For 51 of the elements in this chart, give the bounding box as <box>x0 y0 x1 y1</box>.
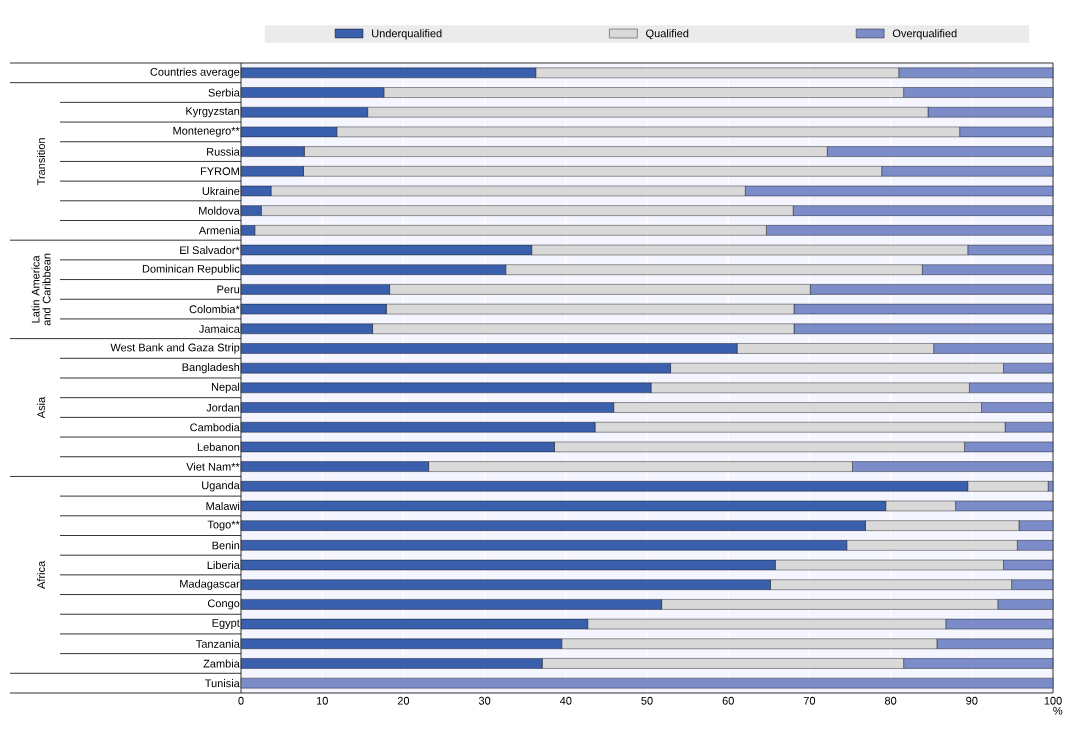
text: Asia <box>36 396 46 419</box>
y-tick-label: Uganda <box>202 481 240 492</box>
x-tick-label: 30 <box>478 696 491 705</box>
y-tick-label: Malawi <box>206 501 240 510</box>
y-tick-label: Togo** <box>207 520 240 531</box>
y-tick-label: Jordan <box>206 403 240 412</box>
y-tick-label: FYROM <box>200 167 239 176</box>
text: Africa <box>36 560 46 589</box>
x-tick-label: 90 <box>966 696 978 705</box>
legend-label: Qualified <box>646 29 689 40</box>
y-tick-label: Montenegro** <box>173 126 240 137</box>
y-tick-label: Tunisia <box>205 679 240 688</box>
y-tick-label: Kyrgyzstan <box>186 107 240 118</box>
y-tick-label: Egypt <box>212 619 240 630</box>
x-tick-label: 60 <box>722 696 734 705</box>
x-tick-label: 70 <box>803 696 816 705</box>
y-tick-label: Peru <box>217 285 240 294</box>
y-tick-label: Madagascar <box>180 579 240 590</box>
x-tick-label: 20 <box>397 696 410 705</box>
y-tick-label: El Salvador* <box>180 245 240 255</box>
y-tick-label: Lebanon <box>197 442 240 451</box>
y-tick-label: West Bank and Gaza Strip <box>110 343 240 354</box>
legend-label: Underqualified <box>372 29 442 40</box>
x-tick-label: 100 <box>1044 696 1062 705</box>
y-tick-label: Russia <box>207 147 240 156</box>
y-tick-label: Colombia* <box>189 305 240 314</box>
y-tick-label: Liberia <box>207 560 240 570</box>
y-tick-label: Armenia <box>198 226 240 235</box>
x-tick-label: 0 <box>238 696 244 705</box>
x-tick-label: 40 <box>559 696 572 705</box>
y-tick-label: Viet Nam** <box>186 462 240 471</box>
y-tick-label: Dominican Republic <box>142 264 240 275</box>
y-tick-label: Countries average <box>150 67 240 78</box>
y-tick-label: Zambia <box>203 659 240 668</box>
x-tick-label: 10 <box>316 696 328 705</box>
x-tick-label: 50 <box>641 696 653 705</box>
y-tick-label: Ukraine <box>202 186 240 195</box>
legend-label: Overqualified <box>892 29 957 40</box>
y-tick-label: Serbia <box>208 88 240 97</box>
y-tick-label: Cambodia <box>190 423 240 432</box>
y-tick-label: Bangladesh <box>182 363 240 374</box>
text: Latin America and Caribbean <box>31 253 51 326</box>
text: Transition <box>36 138 46 186</box>
y-tick-label: Jamaica <box>199 324 240 333</box>
y-tick-label: Congo <box>207 599 240 610</box>
y-tick-label: Moldova <box>199 206 240 215</box>
y-tick-label: Tanzania <box>196 639 240 648</box>
y-tick-label: Benin <box>212 541 240 550</box>
x-axis-title: % <box>1053 706 1063 715</box>
x-tick-label: 80 <box>884 696 897 705</box>
y-tick-label: Nepal <box>211 382 240 393</box>
